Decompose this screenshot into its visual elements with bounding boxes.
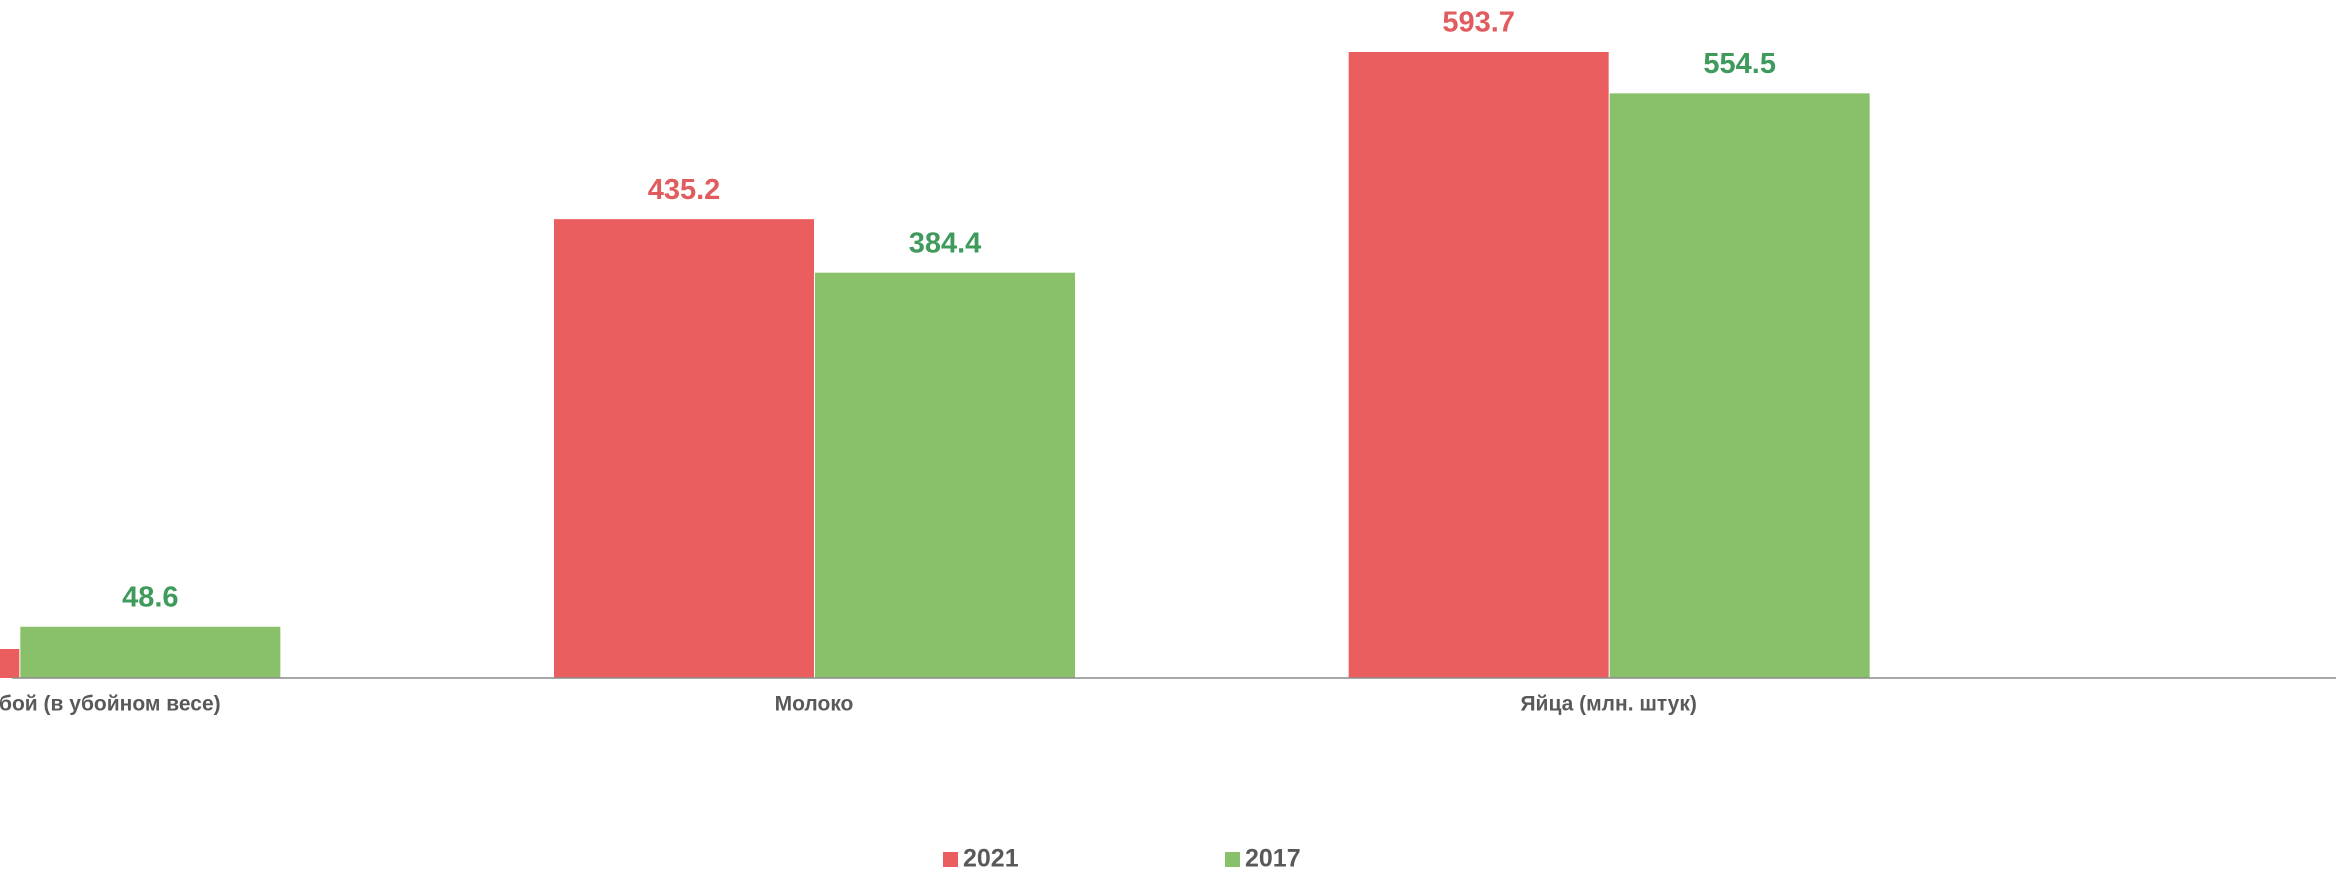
bar <box>1609 93 1870 679</box>
value-label: 593.7 <box>1442 7 1515 39</box>
value-label: 554.5 <box>1703 48 1776 80</box>
value-label: 435.2 <box>648 174 721 206</box>
legend-label: 2021 <box>963 845 1019 872</box>
bar <box>0 649 20 678</box>
bar <box>554 219 814 679</box>
bar <box>20 626 281 678</box>
bar <box>815 272 1075 678</box>
x-tick-label: Молоко <box>775 693 854 716</box>
x-tick-label: Яйца (млн. штук) <box>1520 693 1696 716</box>
value-label: 48.6 <box>122 581 178 613</box>
value-label: 384.4 <box>909 227 982 259</box>
legend-swatch <box>1225 852 1240 867</box>
legend-label: 2017 <box>1245 845 1301 872</box>
x-tick-label: Скот и птица на убой (в убойном весе) <box>0 693 221 716</box>
legend-swatch <box>943 852 958 867</box>
bar <box>1348 52 1609 678</box>
